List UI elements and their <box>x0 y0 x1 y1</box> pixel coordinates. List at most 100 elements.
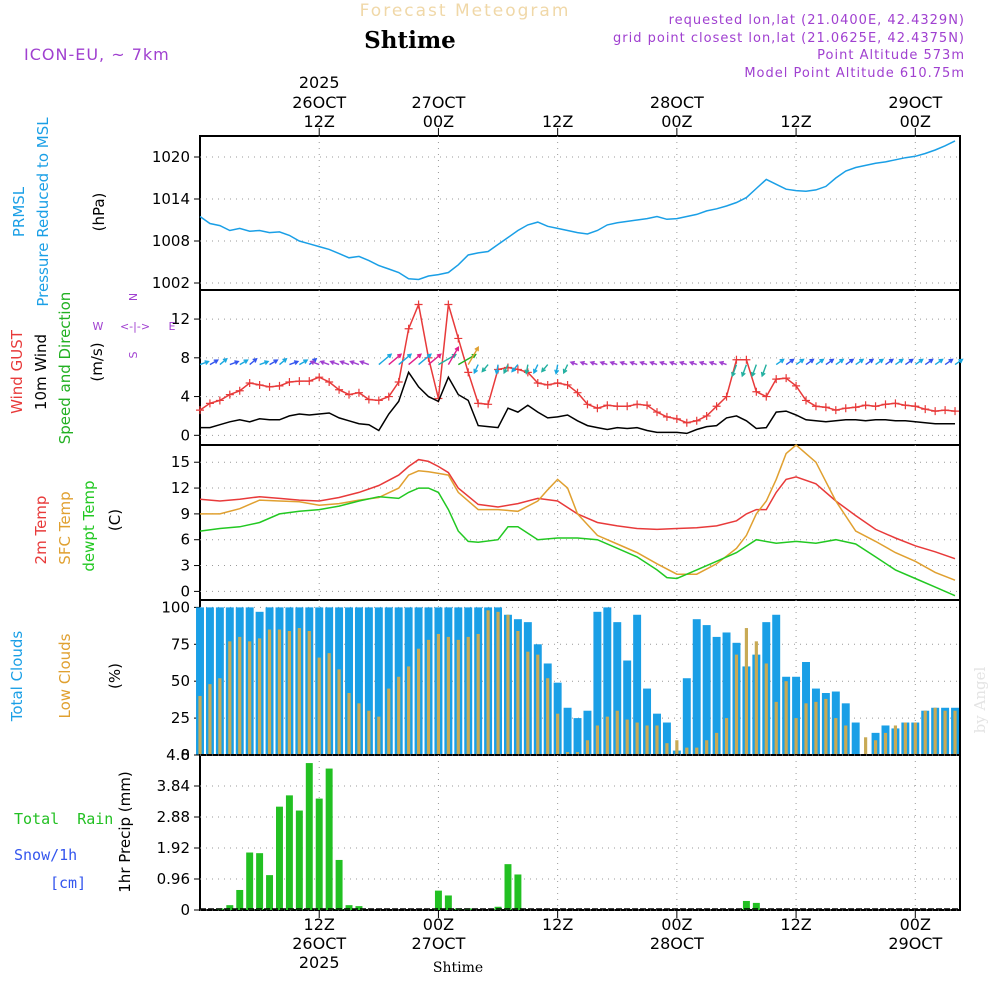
low-clouds-bar <box>297 628 301 755</box>
top-time-label: 29OCT <box>888 93 942 112</box>
low-clouds-bar <box>446 636 450 755</box>
total-clouds-bar <box>792 676 801 755</box>
low-clouds-bar <box>367 710 371 755</box>
gust-marker <box>792 381 801 390</box>
wind-direction-arrow <box>885 358 895 366</box>
wind-direction-arrow <box>760 364 767 378</box>
low-clouds-bar <box>695 747 699 755</box>
low-clouds-bar <box>277 629 282 755</box>
top-time-label: 00Z <box>900 112 931 131</box>
total-clouds-bar <box>364 607 373 755</box>
total-clouds-bar <box>662 722 671 755</box>
gust-marker <box>335 385 344 394</box>
low-clouds-bar <box>556 713 560 755</box>
total-clouds-bar <box>573 718 582 755</box>
model-label: ICON-EU, ~ 7km <box>24 45 170 64</box>
gust-marker <box>802 396 811 405</box>
total-clouds-bar <box>563 707 572 755</box>
low-clouds-bar <box>208 684 212 755</box>
y-tick-label: 0 <box>180 582 190 600</box>
y-tick-label: 100 <box>161 598 190 616</box>
gust-marker <box>275 381 284 390</box>
low-clouds-bar <box>307 631 311 755</box>
low-clouds-bar <box>734 654 739 755</box>
low-clouds-bar <box>675 740 679 755</box>
low-clouds-bar <box>565 752 570 755</box>
pressure-unit: (hPa) <box>90 193 108 232</box>
wind-direction-arrow <box>639 360 648 366</box>
precip-unit: 1hr Precip (mm) <box>116 771 134 892</box>
gust-marker <box>295 377 304 386</box>
wind-direction-arrow <box>279 357 288 366</box>
gust-marker <box>205 399 214 408</box>
low-clouds-bar <box>864 737 868 755</box>
rain-bar <box>504 864 512 910</box>
total-clouds-bar <box>196 607 204 755</box>
wind-direction-arrow <box>609 360 618 366</box>
total-clouds-bar <box>702 625 711 755</box>
wind-direction-arrow <box>795 358 805 366</box>
y-tick-label: 15 <box>171 453 190 471</box>
wind-direction-arrow <box>481 364 489 373</box>
gust-marker <box>652 408 661 417</box>
compass-arrow: <-|-> <box>120 320 150 333</box>
precip-frame <box>199 754 961 911</box>
gust-marker <box>354 388 363 397</box>
wind-direction-arrow <box>708 360 717 366</box>
low-clouds-bar <box>615 710 619 755</box>
wind-direction-arrow <box>388 353 403 366</box>
rain-label: Total Rain <box>14 810 113 828</box>
wind-direction-arrow <box>569 360 578 366</box>
low-clouds-bar <box>585 740 590 755</box>
wind-direction-arrow <box>447 346 460 365</box>
gust-marker <box>633 400 642 409</box>
gust-marker <box>861 401 870 410</box>
rain-bar <box>514 874 522 910</box>
rain-bar <box>305 763 313 910</box>
y-tick-label: 6 <box>180 531 190 549</box>
wind-direction-arrow <box>731 364 738 378</box>
gust-marker <box>573 388 582 397</box>
wind-unit: (m/s) <box>88 342 106 381</box>
gust-marker <box>444 300 453 309</box>
wind-direction-arrow <box>259 360 270 366</box>
gust-marker <box>474 399 483 408</box>
gust-marker <box>225 390 234 399</box>
y-tick-label: 1002 <box>152 274 190 292</box>
low-clouds-bar <box>456 639 460 755</box>
total-clouds-bar <box>583 710 592 755</box>
gust-marker <box>762 392 771 401</box>
wind-direction-arrow <box>845 358 855 366</box>
faint-title: Forecast Meteogram <box>360 1 571 21</box>
y-tick-label: 1.92 <box>157 839 190 857</box>
gust-marker <box>891 399 900 408</box>
low-clouds-bar <box>893 725 898 755</box>
low-clouds-bar <box>685 747 689 755</box>
wind-direction-arrow <box>524 364 530 375</box>
gust-marker <box>593 404 602 413</box>
wind-direction-arrow <box>319 360 330 366</box>
y-tick-label: 25 <box>171 709 190 727</box>
gust-marker <box>951 407 960 416</box>
rain-bar <box>236 889 244 910</box>
low-clouds-bar <box>228 641 232 755</box>
gust-marker <box>871 402 880 411</box>
low-clouds-bar <box>784 681 788 755</box>
y-tick-label: 75 <box>171 635 190 653</box>
gust-marker <box>583 400 592 409</box>
low-clouds-bar <box>506 614 510 755</box>
gust-marker <box>732 355 741 364</box>
y-tick-label: 9 <box>180 505 190 523</box>
y-tick-label: 2.88 <box>157 808 190 826</box>
bottom-time-label: 28OCT <box>650 934 704 953</box>
bottom-time-label: 12Z <box>780 915 811 934</box>
gust-marker <box>384 392 393 401</box>
10m-wind-line <box>200 370 955 435</box>
dewpt-temp-line <box>199 487 956 597</box>
wind-direction-arrow <box>895 358 904 366</box>
gust-marker <box>394 378 403 387</box>
wind-direction-arrow <box>649 360 658 366</box>
wind-direction-arrow <box>678 360 688 366</box>
gust-marker <box>752 387 761 396</box>
